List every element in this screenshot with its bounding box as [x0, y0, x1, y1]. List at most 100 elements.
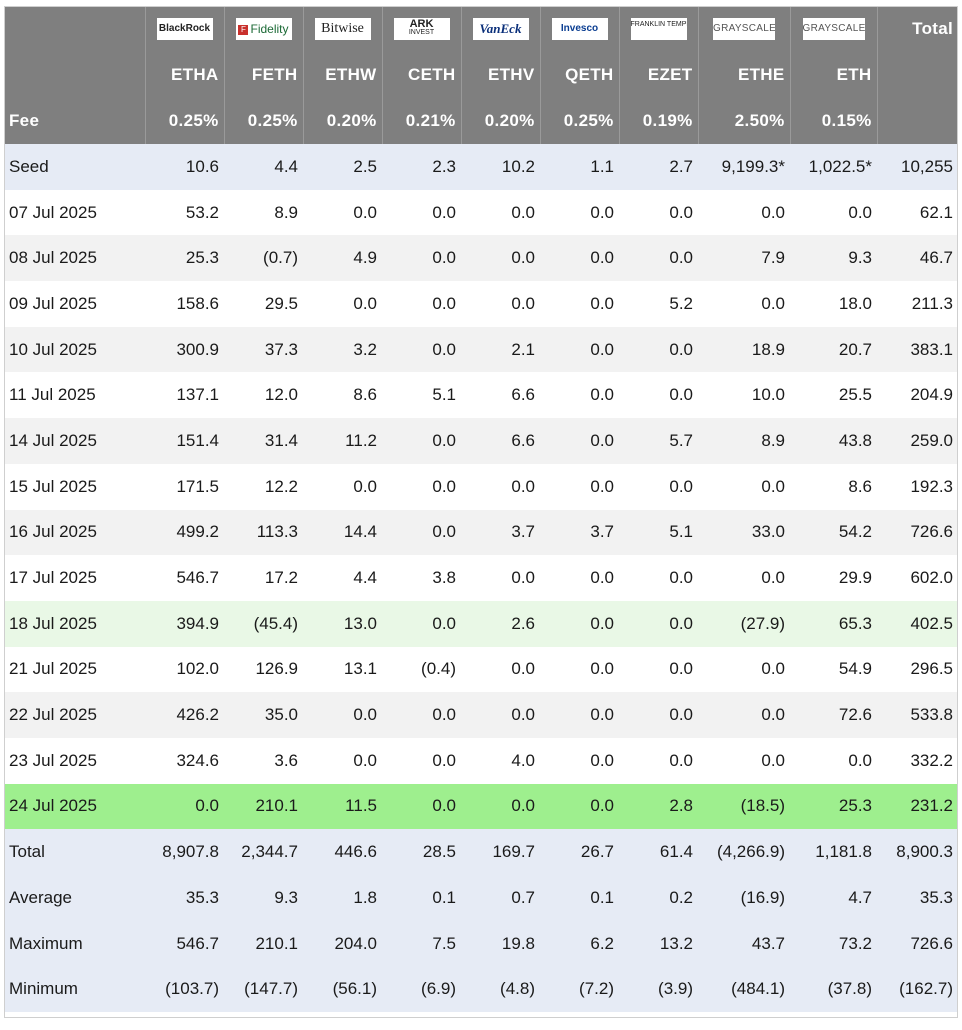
row-total-cell: 62.1 — [877, 189, 958, 236]
ark-logo-text: ARK — [409, 18, 434, 30]
row-total-cell: 10,255 — [877, 144, 958, 190]
flow-cell: 0.0 — [619, 600, 698, 647]
flow-cell: 0.0 — [790, 737, 877, 784]
flow-cell: 37.3 — [224, 326, 303, 373]
issuer-logo-cell: Invesco — [540, 6, 620, 52]
table-row: 17 Jul 2025 546.7 17.2 4.4 3.8 0.0 0.0 0.0 0.0 29… — [4, 555, 958, 601]
flow-cell: 3.7 — [540, 509, 619, 556]
flow-cell: 1,022.5* — [790, 144, 877, 190]
flow-cell: 12.2 — [224, 463, 303, 510]
flow-cell: 7.5 — [382, 920, 461, 967]
flow-cell: 0.0 — [698, 692, 790, 738]
row-total-cell: 726.6 — [877, 920, 958, 967]
flow-cell: 11.2 — [303, 418, 382, 464]
flow-cell: (484.1) — [698, 966, 790, 1013]
flow-cell: 126.9 — [224, 646, 303, 693]
issuer-logo-cell: BlackRock — [145, 6, 225, 52]
flow-cell: 25.3 — [145, 235, 224, 282]
ticker-header: CETH — [382, 52, 462, 98]
flow-cell: 25.3 — [790, 783, 877, 830]
table-row: 14 Jul 2025 151.4 31.4 11.2 0.0 6.6 0.0 5.7 8.9 4… — [4, 418, 958, 464]
flow-cell: 61.4 — [619, 829, 698, 875]
flow-cell: 73.2 — [790, 920, 877, 967]
flow-cell: 0.0 — [619, 372, 698, 419]
row-total-cell: 231.2 — [877, 783, 958, 830]
row-label: Average — [4, 875, 145, 921]
row-label: Seed — [4, 144, 145, 190]
flow-cell: 2.1 — [461, 326, 540, 373]
row-label: 14 Jul 2025 — [4, 418, 145, 464]
fee-label: Fee — [4, 98, 146, 144]
flow-cell: 43.8 — [790, 418, 877, 464]
flow-cell: 28.5 — [382, 829, 461, 875]
flow-cell: 0.0 — [540, 463, 619, 510]
flow-cell: 0.0 — [619, 189, 698, 236]
flow-cell: 54.2 — [790, 509, 877, 556]
table-row: 11 Jul 2025 137.1 12.0 8.6 5.1 6.6 0.0 0.0 10.0 2… — [4, 372, 958, 419]
flow-cell: 4.9 — [303, 235, 382, 282]
fee-value: 0.25% — [145, 98, 225, 144]
flow-cell: 31.4 — [224, 418, 303, 464]
flow-cell: 8.9 — [698, 418, 790, 464]
flow-cell: 20.7 — [790, 326, 877, 373]
ticker-header: ETHV — [461, 52, 541, 98]
flow-cell: 17.2 — [224, 555, 303, 601]
table-row: 10 Jul 2025 300.9 37.3 3.2 0.0 2.1 0.0 0.0 18.9 2… — [4, 326, 958, 373]
grayscale-logo: GRAYSCALE — [713, 18, 775, 40]
flow-cell: 5.7 — [619, 418, 698, 464]
row-total-cell: 204.9 — [877, 372, 958, 419]
flow-cell: 1.8 — [303, 875, 382, 921]
corner-cell — [4, 6, 146, 52]
flow-cell: 1,181.8 — [790, 829, 877, 875]
flow-cell: 426.2 — [145, 692, 224, 738]
flow-cell: 4.4 — [224, 144, 303, 190]
flow-cell: 3.2 — [303, 326, 382, 373]
flow-cell: 10.6 — [145, 144, 224, 190]
flow-cell: 0.0 — [698, 463, 790, 510]
flow-cell: 0.0 — [540, 737, 619, 784]
flow-cell: 2.6 — [461, 600, 540, 647]
ticker-header: FETH — [224, 52, 304, 98]
flow-cell: 0.0 — [619, 326, 698, 373]
flow-cell: 0.0 — [461, 235, 540, 282]
ticker-row: ETHA FETH ETHW CETH ETHV QETH EZET ETHE … — [4, 52, 958, 98]
flow-cell: 0.0 — [382, 692, 461, 738]
flow-cell: 446.6 — [303, 829, 382, 875]
flow-cell: 0.1 — [382, 875, 461, 921]
table-row: 22 Jul 2025 426.2 35.0 0.0 0.0 0.0 0.0 0.0 0.0 72… — [4, 692, 958, 738]
flow-cell: 0.0 — [540, 600, 619, 647]
flow-cell: 0.0 — [619, 692, 698, 738]
row-total-cell: 35.3 — [877, 875, 958, 921]
row-total-cell: 259.0 — [877, 418, 958, 464]
seed-row: Seed 10.6 4.4 2.5 2.3 10.2 1.1 2.7 9,199.3* 1,022… — [4, 144, 958, 190]
row-total-cell: 211.3 — [877, 281, 958, 327]
row-total-cell: 8,900.3 — [877, 829, 958, 875]
row-total-cell: 296.5 — [877, 646, 958, 693]
total-ticker-blank — [877, 52, 958, 98]
flow-cell: (0.4) — [382, 646, 461, 693]
flow-cell: 546.7 — [145, 920, 224, 967]
flow-cell: 29.9 — [790, 555, 877, 601]
eth-etf-flows-table: BlackRock F Fidelity Bitwise ARK INVEST Va… — [4, 6, 958, 1013]
ticker-header: ETHW — [303, 52, 383, 98]
row-total-cell: (162.7) — [877, 966, 958, 1013]
flow-cell: 0.0 — [698, 281, 790, 327]
flow-cell: 25.5 — [790, 372, 877, 419]
flow-cell: 4.0 — [461, 737, 540, 784]
flow-cell: 0.0 — [461, 463, 540, 510]
flow-cell: 8.6 — [790, 463, 877, 510]
flow-cell: 29.5 — [224, 281, 303, 327]
flow-cell: 8.6 — [303, 372, 382, 419]
issuer-logo-cell: Bitwise — [303, 6, 383, 52]
summary-row: Maximum 546.7 210.1 204.0 7.5 19.8 6.2 13.2 43.7… — [4, 920, 958, 967]
issuer-logo-cell: F Fidelity — [224, 6, 304, 52]
flow-cell: (37.8) — [790, 966, 877, 1013]
flow-cell: 0.0 — [540, 372, 619, 419]
ark-invest-logo: ARK INVEST — [393, 18, 450, 40]
flow-cell: 35.3 — [145, 875, 224, 921]
flow-cell: 5.1 — [382, 372, 461, 419]
flow-cell: 2.8 — [619, 783, 698, 830]
flow-cell: (27.9) — [698, 600, 790, 647]
row-total-cell: 192.3 — [877, 463, 958, 510]
fee-value: 2.50% — [698, 98, 791, 144]
